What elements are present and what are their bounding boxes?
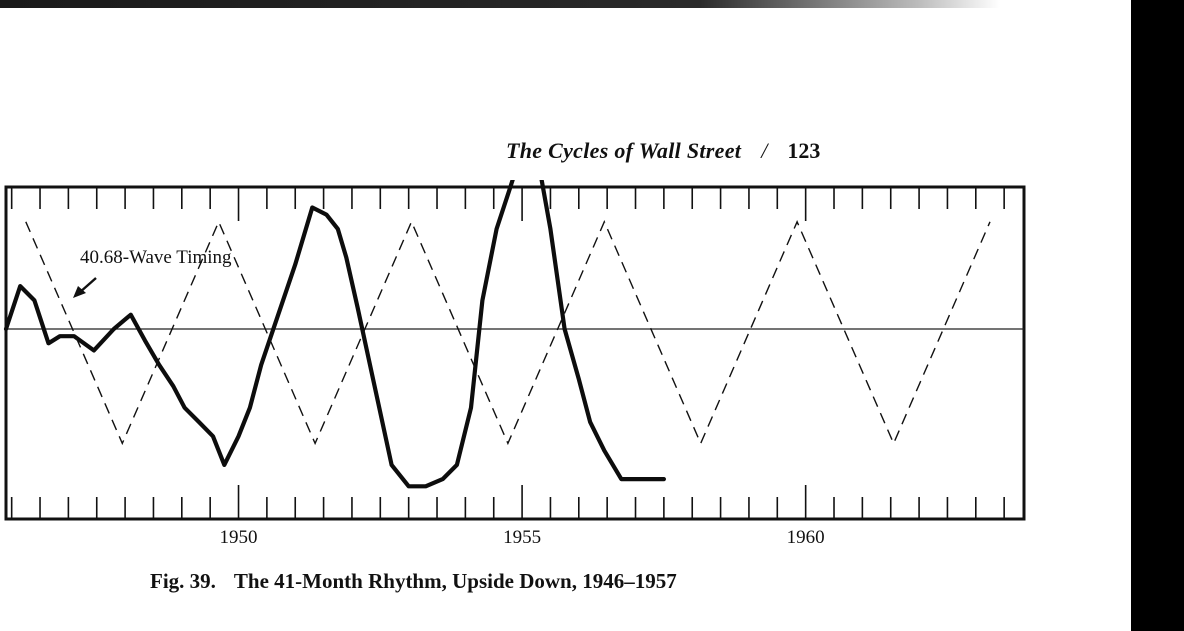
plot-frame [4, 185, 1026, 521]
caption-label: Fig. 39. [150, 569, 216, 593]
top-rule [0, 0, 1000, 8]
x-tick-label: 1960 [787, 527, 825, 548]
chart-svg: 1950 1955 1960 40.68-Wave Timing [3, 180, 1026, 548]
running-head-title: The Cycles of Wall Street [506, 138, 742, 163]
annotation-arrow-head [73, 286, 86, 298]
caption-text: The 41-Month Rhythm, Upside Down, 1946–1… [233, 569, 677, 593]
scan-edge-bar [1131, 0, 1184, 631]
x-tick-label: 1955 [503, 527, 541, 548]
running-head: The Cycles of Wall Street / 123 [506, 136, 820, 166]
running-head-separator: / [761, 138, 768, 163]
annotation-label: 40.68-Wave Timing [80, 247, 232, 268]
page-number: 123 [787, 138, 821, 163]
wave-timing-line [25, 220, 991, 446]
figure-caption: Fig. 39. The 41-Month Rhythm, Upside Down… [150, 566, 850, 596]
market-series-line [3, 180, 667, 489]
x-tick-label: 1950 [220, 527, 258, 548]
figure-chart: 1950 1955 1960 40.68-Wave Timing [0, 180, 1040, 550]
